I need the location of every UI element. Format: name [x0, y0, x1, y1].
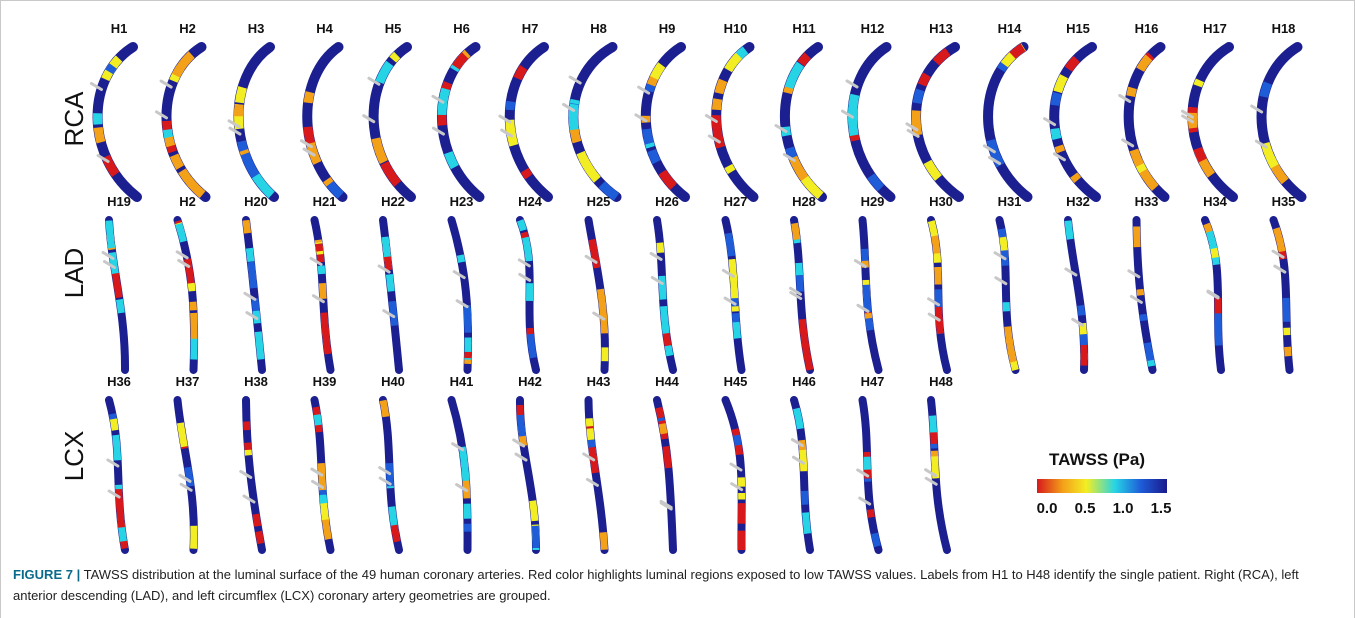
patient-label: H25 — [587, 194, 611, 209]
figure-caption: FIGURE 7 | TAWSS distribution at the lum… — [13, 564, 1343, 606]
patient-label: H9 — [659, 21, 676, 36]
patient-label: H32 — [1066, 194, 1090, 209]
patient-label: H34 — [1203, 194, 1228, 209]
patient-label: H39 — [313, 374, 337, 389]
artery-vessel — [988, 47, 1027, 197]
patient-label: H26 — [655, 194, 679, 209]
patient-label: H35 — [1272, 194, 1296, 209]
patient-label: H45 — [724, 374, 748, 389]
patient-label: H10 — [724, 21, 748, 36]
patient-label: H29 — [861, 194, 885, 209]
tawss-patch — [1129, 47, 1165, 197]
artery-vessel — [852, 47, 890, 197]
patient-label: H19 — [107, 194, 131, 209]
patient-label: H43 — [587, 374, 611, 389]
patient-label: H24 — [518, 194, 543, 209]
patient-label: H8 — [590, 21, 607, 36]
patient-label: H42 — [518, 374, 542, 389]
group-label-rca: RCA — [59, 91, 89, 147]
group-label-lad: LAD — [59, 248, 89, 299]
colorbar-title: TAWSS (Pa) — [1049, 450, 1145, 469]
colorbar-legend: TAWSS (Pa) 0.0 0.5 1.0 1.5 — [1037, 450, 1172, 517]
patient-label: H12 — [861, 21, 885, 36]
patient-label: H13 — [929, 21, 953, 36]
patient-label: H2 — [179, 21, 196, 36]
tawss-patch — [374, 47, 411, 197]
patient-label: H41 — [450, 374, 474, 389]
patient-label: H30 — [929, 194, 953, 209]
patient-label: H38 — [244, 374, 268, 389]
patient-label: H33 — [1135, 194, 1159, 209]
colorbar-tick: 0.5 — [1075, 500, 1096, 517]
artery-vessel — [716, 47, 753, 197]
tawss-patch — [916, 47, 959, 197]
patient-label: H22 — [381, 194, 405, 209]
patient-label: H37 — [176, 374, 200, 389]
patient-label: H44 — [655, 374, 680, 389]
artery-vessel — [726, 400, 742, 550]
group-rca: RCA H1 H2 H3 H4 H5 H6 H7 H8 H9 H10 H11 H12 H13 H14 H15 H… — [59, 21, 1302, 197]
tawss-patch — [573, 47, 616, 197]
patient-label: H15 — [1066, 21, 1090, 36]
colorbar-ticks: 0.0 0.5 1.0 1.5 — [1037, 500, 1172, 517]
caption-label: FIGURE 7 | — [13, 567, 80, 582]
tawss-patch — [646, 47, 685, 197]
patient-label: H36 — [107, 374, 131, 389]
patient-label: H6 — [453, 21, 470, 36]
colorbar-gradient-bar — [1037, 479, 1167, 493]
artery-vessel — [307, 47, 342, 197]
patient-label: H31 — [998, 194, 1022, 209]
patient-label: H4 — [316, 21, 333, 36]
patient-label: H2 — [179, 194, 196, 209]
patient-label: H1 — [111, 21, 128, 36]
tawss-patch — [1262, 47, 1302, 197]
patient-label: H3 — [248, 21, 265, 36]
patient-label: H28 — [792, 194, 816, 209]
patient-label: H17 — [1203, 21, 1227, 36]
patient-label: H16 — [1135, 21, 1159, 36]
group-lcx: LCX H36 H37 H38 H39 H40 H41 H42 H43 H44 H45 H46 H47 H… — [59, 374, 953, 550]
artery-vessel — [98, 47, 137, 197]
artery-vessel — [442, 47, 480, 197]
artery-vessel — [1192, 47, 1233, 197]
tawss-patch — [1054, 47, 1096, 197]
patient-label: H11 — [792, 21, 815, 36]
group-label-lcx: LCX — [59, 431, 89, 482]
patient-label: H7 — [522, 21, 539, 36]
patient-label: H46 — [792, 374, 816, 389]
caption-text: TAWSS distribution at the luminal surfac… — [13, 567, 1299, 603]
patient-label: H40 — [381, 374, 405, 389]
patient-label: H27 — [724, 194, 748, 209]
colorbar-tick: 0.0 — [1037, 500, 1058, 517]
patient-label: H5 — [385, 21, 402, 36]
patient-label: H48 — [929, 374, 953, 389]
tawss-patch — [166, 47, 205, 197]
patient-label: H21 — [313, 194, 337, 209]
patient-label: H14 — [998, 21, 1023, 36]
patient-label: H20 — [244, 194, 268, 209]
artery-figure: RCA H1 H2 H3 H4 H5 H6 H7 H8 H9 H10 H11 H12 H13 H14 H15 H… — [1, 1, 1355, 561]
patient-label: H47 — [861, 374, 885, 389]
patient-label: H23 — [450, 194, 474, 209]
patient-label: H18 — [1272, 21, 1296, 36]
artery-rows: RCA H1 H2 H3 H4 H5 H6 H7 H8 H9 H10 H11 H12 H13 H14 H15 H… — [59, 21, 1302, 550]
group-lad: LAD H19 H2 H20 H21 H22 H23 H24 H25 H26 H27 H28 H29 H3… — [59, 194, 1295, 370]
tawss-patch — [239, 47, 274, 197]
tawss-patch — [510, 47, 548, 197]
colorbar-tick: 1.5 — [1151, 500, 1172, 517]
tawss-patch — [785, 47, 822, 197]
colorbar-tick: 1.0 — [1113, 500, 1134, 517]
